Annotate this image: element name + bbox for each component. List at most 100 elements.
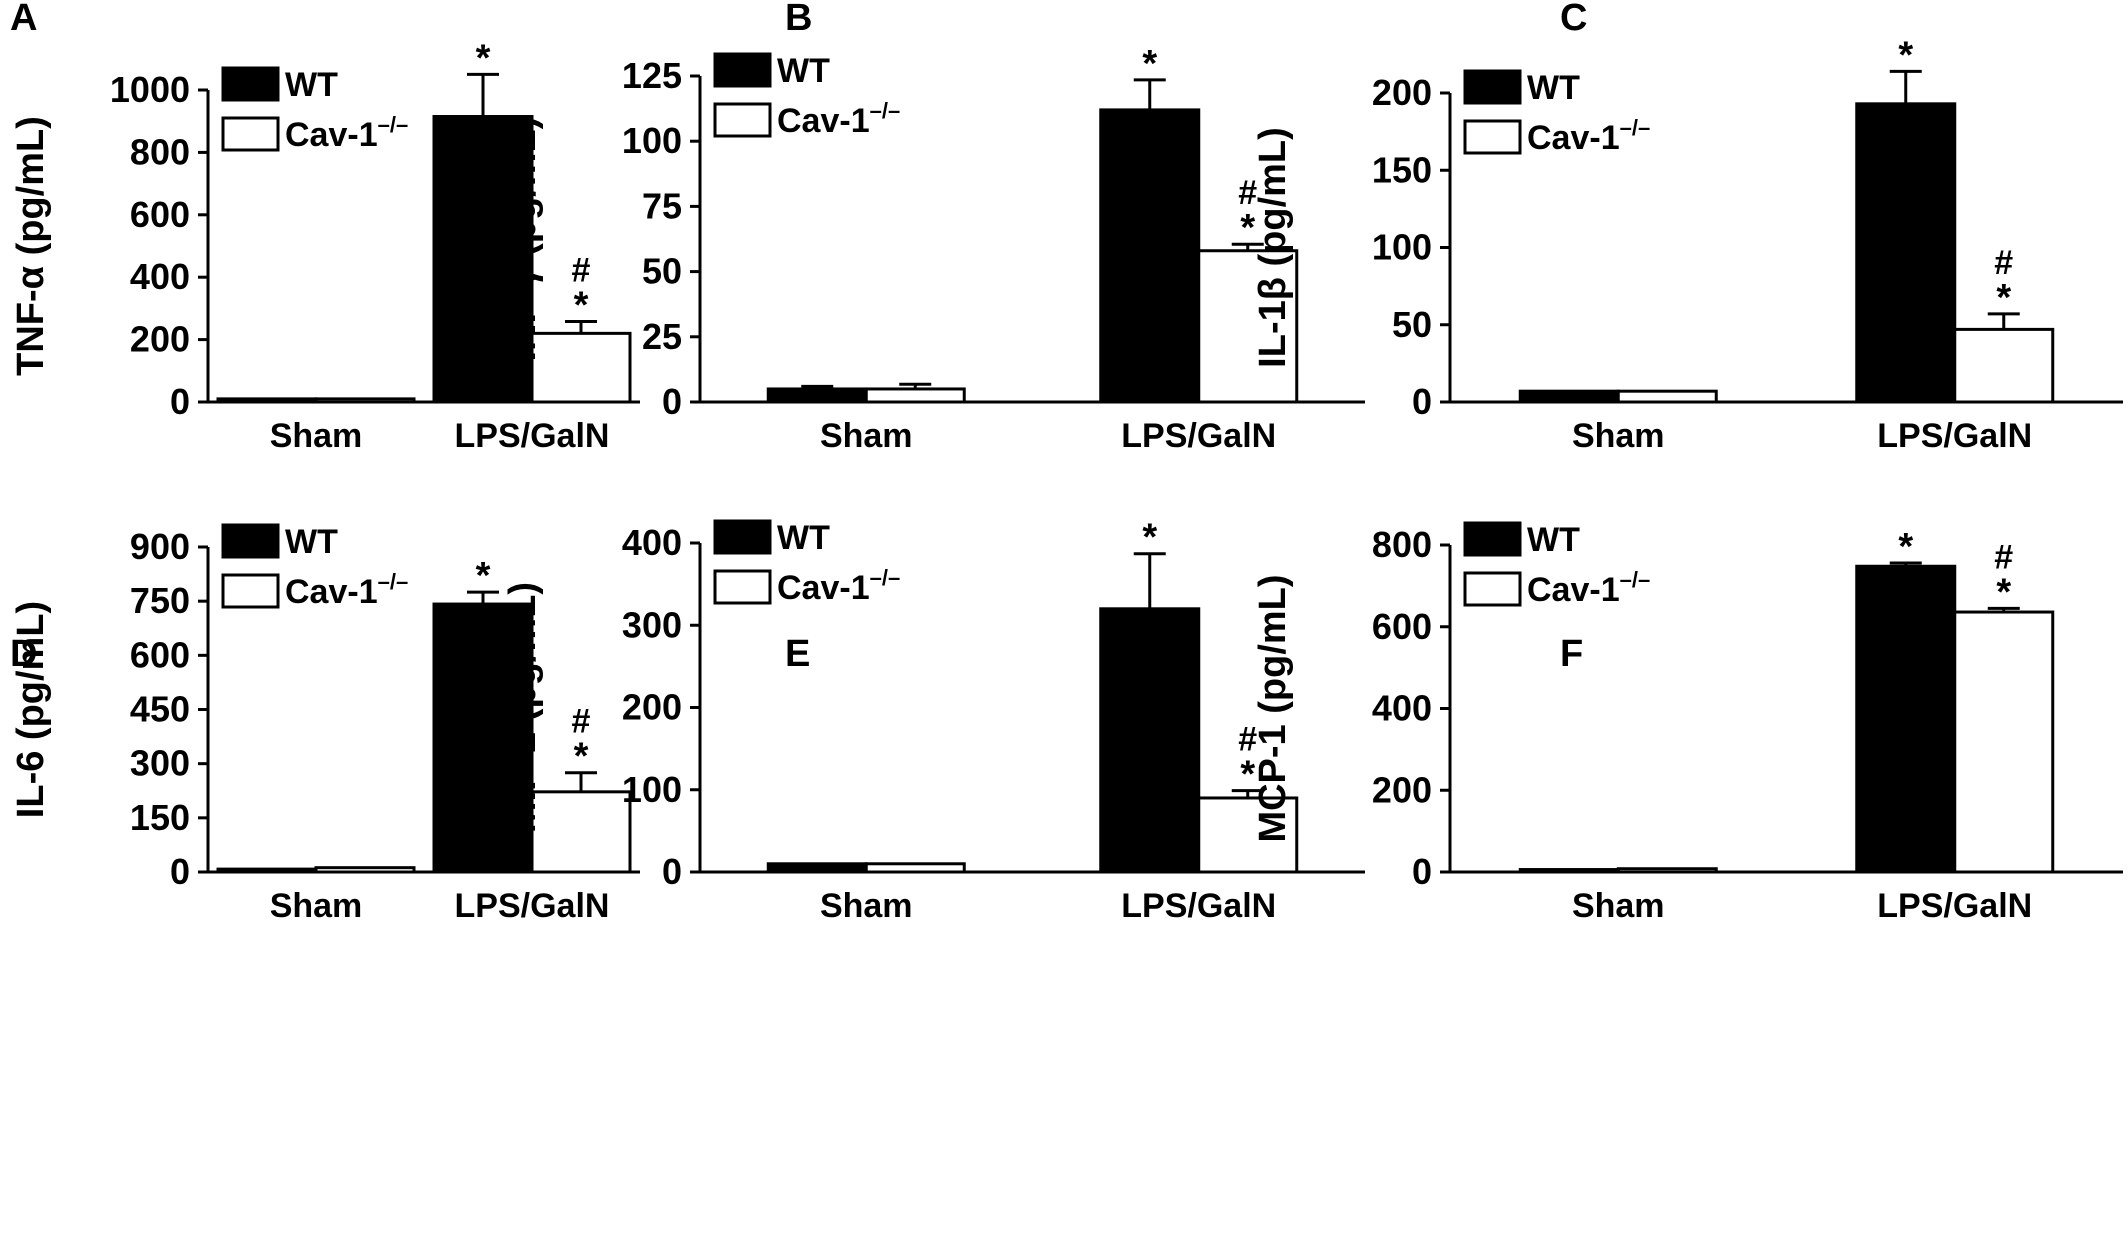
significance-star: *	[1240, 754, 1255, 796]
significance-star: *	[1142, 517, 1157, 559]
significance-star: *	[476, 37, 491, 79]
x-tick-label: LPS/GalN	[1121, 417, 1276, 455]
panel-letter: E	[785, 633, 810, 675]
y-tick-label: 800	[130, 131, 190, 172]
y-tick-label: 125	[622, 55, 682, 96]
y-axis-label: INF-γ (pg/mL)	[502, 117, 544, 362]
legend-label-wt: WT	[1527, 521, 1580, 559]
legend-label-wt: WT	[777, 52, 830, 90]
significance-star: *	[574, 736, 589, 778]
significance-hash: #	[1994, 244, 2013, 282]
significance-star: *	[476, 555, 491, 597]
x-tick-label: Sham	[270, 887, 363, 925]
y-tick-label: 200	[1372, 72, 1432, 113]
x-tick-label: LPS/GalN	[1877, 887, 2032, 925]
panel-d: DIL-6 (pg/mL) 0 150 300 450 600 750 900 Sham LPS/…	[10, 523, 640, 925]
y-tick-label: 0	[1412, 381, 1432, 422]
bar-cav1-ko-lpsgaln	[530, 331, 632, 404]
significance-hash: #	[1994, 538, 2013, 576]
legend-label-wt: WT	[777, 519, 830, 557]
bar-cav1-ko-lpsgaln	[1197, 249, 1299, 404]
y-axis-label: TNF-α (pg/mL)	[10, 116, 52, 376]
legend-label-cav1-ko: Cav-1–/–	[285, 112, 408, 154]
y-tick-label: 100	[622, 769, 682, 810]
bar-cav1-ko-lpsgaln	[530, 790, 632, 874]
y-tick-label: 600	[130, 194, 190, 235]
significance-star: *	[1898, 526, 1913, 568]
significance-star: *	[1142, 43, 1157, 85]
bar-cav1-ko-sham	[1616, 867, 1718, 874]
significance-hash: #	[1238, 721, 1257, 759]
legend-label-cav1-ko-base: Cav-1	[285, 116, 378, 154]
legend-swatch-wt	[1463, 521, 1522, 557]
panel-letter: D	[10, 633, 37, 675]
legend-label-cav1-ko: Cav-1–/–	[1527, 567, 1650, 609]
x-tick-label: Sham	[270, 417, 363, 455]
x-tick-label: Sham	[1572, 887, 1665, 925]
legend-label-cav1-ko-superscript: –/–	[1620, 115, 1651, 140]
y-tick-label: 200	[130, 319, 190, 360]
panel-c: C IL-1β (pg/mL) 0 50 100 150 200 Sham LPS/GalN * *…	[1252, 0, 2123, 455]
significance-star: *	[1996, 571, 2011, 613]
legend-swatch-wt	[1463, 69, 1522, 105]
y-tick-label: 1000	[110, 69, 190, 110]
y-tick-label: 75	[642, 185, 682, 226]
legend-label-cav1-ko-superscript: –/–	[870, 98, 901, 123]
legend-label-cav1-ko-base: Cav-1	[1527, 571, 1620, 609]
bar-wt-lpsgaln	[1855, 564, 1957, 874]
bar-wt-lpsgaln	[1855, 102, 1957, 404]
bar-cav1-ko-sham	[314, 866, 416, 874]
bar-cav1-ko-sham	[314, 397, 416, 404]
x-tick-label: Sham	[1572, 417, 1665, 455]
y-tick-label: 0	[662, 381, 682, 422]
legend-swatch-wt	[713, 52, 772, 88]
legend-label-wt: WT	[285, 523, 338, 561]
legend-swatch-cav1-ko	[221, 573, 280, 609]
panel-letter: B	[785, 0, 812, 39]
bar-wt-lpsgaln	[1099, 607, 1201, 874]
y-tick-label: 50	[1392, 304, 1432, 345]
significance-hash: #	[572, 703, 591, 741]
legend-swatch-cav1-ko	[713, 102, 772, 138]
significance-hash: #	[572, 252, 591, 290]
bar-cav1-ko-sham	[864, 387, 966, 404]
y-tick-label: 150	[1372, 149, 1432, 190]
panel-letter: A	[10, 0, 37, 39]
y-tick-label: 0	[662, 851, 682, 892]
bar-wt-sham	[766, 862, 868, 874]
legend-label-cav1-ko-superscript: –/–	[378, 112, 409, 137]
y-tick-label: 300	[130, 743, 190, 784]
bar-wt-sham	[766, 387, 868, 404]
bar-wt-lpsgaln	[1099, 108, 1201, 404]
legend-swatch-cav1-ko	[1463, 119, 1522, 155]
y-tick-label: 200	[1372, 769, 1432, 810]
bar-cav1-ko-lpsgaln	[1953, 327, 2055, 404]
bar-wt-sham	[216, 397, 318, 404]
legend-swatch-cav1-ko	[1463, 571, 1522, 607]
bar-wt-lpsgaln	[432, 115, 534, 404]
x-tick-label: LPS/GalN	[1877, 417, 2032, 455]
legend-label-cav1-ko-base: Cav-1	[777, 569, 870, 607]
x-tick-label: LPS/GalN	[1121, 887, 1276, 925]
y-tick-label: 50	[642, 251, 682, 292]
y-axis-label: MCP-1 (pg/mL)	[1252, 574, 1294, 842]
legend-swatch-wt	[713, 519, 772, 555]
y-tick-label: 300	[622, 604, 682, 645]
legend-label-cav1-ko-superscript: –/–	[870, 565, 901, 590]
y-tick-label: 100	[1372, 227, 1432, 268]
legend-label-cav1-ko-base: Cav-1	[777, 102, 870, 140]
x-tick-label: LPS/GalN	[455, 887, 610, 925]
panel-a: A TNF-α (pg/mL) 0 200 400 600 800 1000 Sham LPS/G…	[10, 0, 640, 455]
legend-label-cav1-ko: Cav-1–/–	[777, 98, 900, 140]
y-tick-label: 600	[1372, 606, 1432, 647]
significance-star: *	[1240, 207, 1255, 249]
panel-e: E MIP-2 (pg/mL) 0 100 200 300 400 Sham LPS/GalN *…	[502, 517, 1365, 925]
legend-label-cav1-ko: Cav-1–/–	[777, 565, 900, 607]
legend-swatch-wt	[221, 523, 280, 559]
legend-label-cav1-ko-base: Cav-1	[1527, 119, 1620, 157]
legend-label-cav1-ko: Cav-1–/–	[1527, 115, 1650, 157]
bar-wt-sham	[1518, 389, 1620, 404]
y-tick-label: 200	[622, 687, 682, 728]
significance-star: *	[574, 285, 589, 327]
panel-letter: C	[1560, 0, 1587, 39]
